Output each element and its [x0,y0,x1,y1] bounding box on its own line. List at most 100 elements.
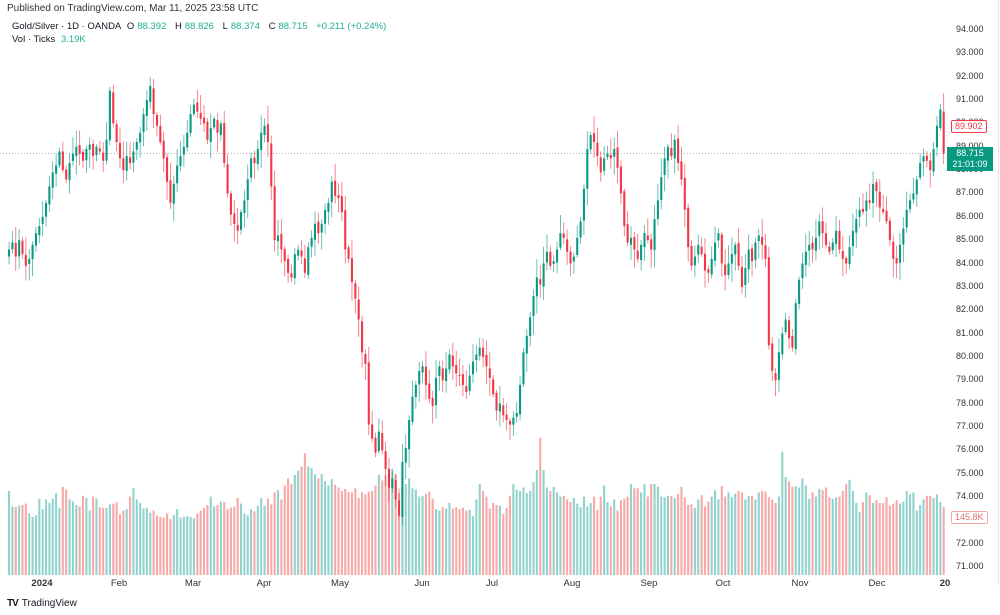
candle-body [48,186,51,205]
candle-body [213,118,216,128]
candle-body [95,146,98,156]
candle-body [132,151,135,163]
volume-bar [118,514,122,575]
candle-body [61,151,64,171]
volume-bar [142,508,145,575]
volume-bar [680,486,683,575]
price-axis-tick: 84.000 [956,257,984,268]
candle-body [263,125,266,136]
candle-body [327,202,330,212]
volume-bar [461,507,464,575]
volume-bar [855,502,858,575]
time-axis-tick: Jun [414,578,430,589]
volume-bar [714,490,717,575]
volume-bar [41,509,44,575]
volume-bar [851,491,854,575]
candle-body [492,379,495,395]
volume-bar [892,503,895,575]
candle-body [663,158,666,175]
candle-body [643,233,646,248]
candle-body [740,267,744,287]
volume-bar [239,503,243,575]
candle-body [831,242,834,251]
volume-bar [384,475,387,575]
volume-bar [344,488,347,575]
price-axis-tick: 92.000 [956,70,984,81]
volume-bar [767,497,770,575]
candle-body [535,277,538,297]
candle-body [78,145,81,154]
candle-body [347,247,350,259]
volume-bar [34,515,37,575]
candle-body [660,177,663,201]
candle-body [310,237,313,247]
volume-bar [895,500,898,575]
candle-body [502,405,505,416]
price-axis-tick: 87.000 [956,187,984,198]
volume-bar [824,487,828,575]
high-value: H 88.826 [175,21,214,32]
candle-body [468,375,471,391]
candle-body [155,114,159,126]
volume-bar [512,484,515,575]
price-axis-tick: 94.000 [956,24,984,34]
volume-bar [535,470,538,575]
candle-body [445,368,448,381]
volume-value: 3.19K [60,34,86,45]
candle-body [418,370,421,385]
candle-body [935,125,938,148]
bar-countdown: 21:01:09 [952,159,988,170]
volume-bar [310,467,313,575]
volume-bar [845,484,848,575]
candle-body [397,500,401,516]
tradingview-logo[interactable]: TV TradingView [7,598,77,609]
volume-bar [771,499,774,575]
volume-bar [354,488,357,575]
volume-bar [455,507,458,575]
volume-bar [458,509,461,575]
change-value: +0.211 (+0.24%) [316,21,387,32]
volume-bar [885,497,888,575]
candle-body [81,151,85,161]
volume-bar [724,496,727,575]
volume-bar [922,499,925,575]
volume-bar [448,502,451,575]
volume-bar [98,507,101,575]
candle-body [438,366,441,376]
volume-bar [24,503,27,575]
candle-body [909,200,912,210]
candle-body [112,92,115,124]
candle-body [253,157,256,164]
volume-bar [397,493,401,575]
volume-bar [374,485,377,575]
candle-body [320,223,323,233]
price-axis-tick: 71.000 [956,561,984,572]
volume-bar [287,478,290,575]
volume-bar [861,502,865,575]
volume-bar [730,497,733,575]
volume-label[interactable]: Vol · Ticks [12,34,56,45]
price-axis-tick: 81.000 [956,327,984,338]
candle-body [337,195,340,199]
price-chart[interactable] [0,0,945,575]
volume-bar [186,516,189,575]
volume-bar [596,509,599,575]
published-note: Published on TradingView.com, Mar 11, 20… [7,3,259,14]
symbol-label[interactable]: Gold/Silver · 1D · OANDA [12,21,122,32]
price-axis-tick: 86.000 [956,210,984,221]
candle-body [670,147,673,157]
candle-body [512,417,515,425]
candle-body [199,112,202,119]
volume-bar [394,473,397,575]
volume-bar [166,513,169,575]
volume-bar [58,507,61,575]
volume-bar [774,502,777,575]
candle-body [196,102,199,112]
candle-body [744,268,747,286]
volume-bar [556,492,559,575]
volume-bar [878,502,881,575]
volume-bar [357,498,360,575]
candle-body [414,384,417,397]
candle-body [932,149,935,172]
volume-bar [172,514,175,575]
